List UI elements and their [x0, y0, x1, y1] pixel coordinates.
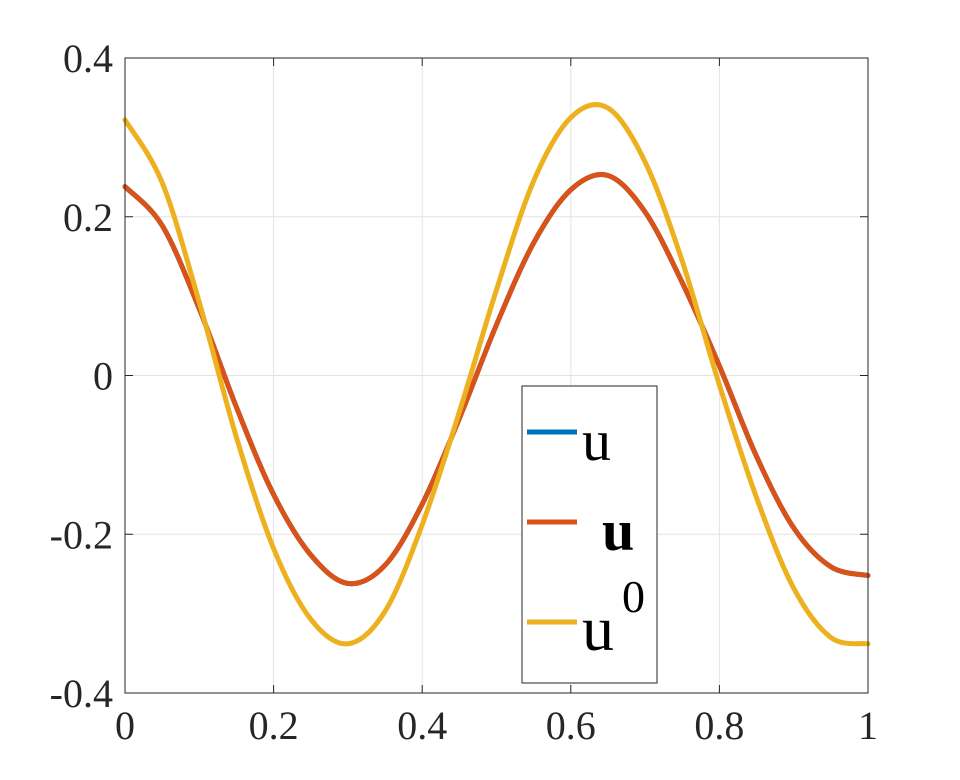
- y-tick-label: 0: [93, 354, 113, 399]
- x-tick-label: 0.4: [397, 703, 447, 748]
- x-tick-label: 0.2: [249, 703, 299, 748]
- y-tick-label: -0.4: [50, 671, 113, 716]
- y-tick-label: 0.2: [63, 195, 113, 240]
- x-tick-label: 0.8: [694, 703, 744, 748]
- series-line-2: [122, 172, 871, 587]
- series-line-3: [122, 102, 871, 647]
- legend-label-2: u: [602, 498, 634, 563]
- x-tick-label: 0: [115, 703, 135, 748]
- x-tick-label: 0.6: [546, 703, 596, 748]
- y-tick-label: -0.2: [50, 512, 113, 557]
- series-layer: [122, 102, 871, 647]
- legend-label-3: u: [582, 593, 614, 664]
- x-tick-label: 1: [858, 703, 878, 748]
- y-tick-label: 0.4: [63, 36, 113, 81]
- legend: uuu 0: [521, 385, 658, 684]
- legend-box: [521, 385, 658, 684]
- ticks: 0 0.2 0.4 0.6 0.8 1 -0.4 -0.2 0 0.2 0.4: [50, 36, 878, 748]
- legend-label-superscript: 0: [622, 571, 645, 622]
- legend-label-1: u: [582, 408, 611, 473]
